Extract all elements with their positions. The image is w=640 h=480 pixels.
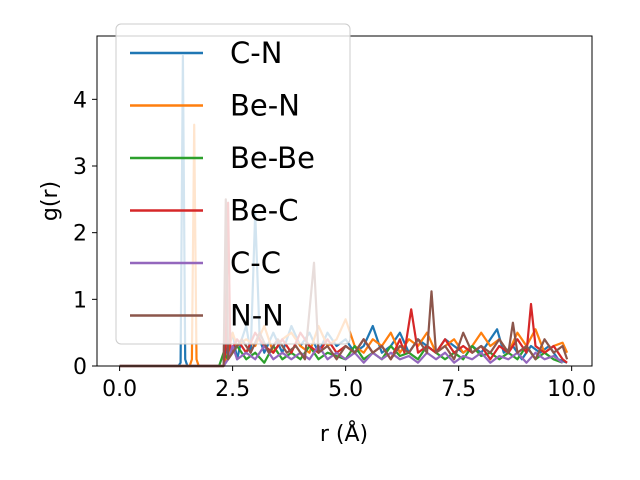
y-axis-label: g(r): [38, 181, 63, 221]
legend-label-be-c: Be-C: [230, 194, 298, 228]
series-line-c-c: [119, 344, 564, 368]
legend-label-c-c: C-C: [230, 246, 281, 280]
legend-label-n-n: N-N: [230, 299, 284, 333]
legend-frame: [115, 23, 351, 345]
y-tick-label: 1: [73, 288, 87, 313]
x-tick-label: 2.5: [215, 377, 250, 402]
y-tick-label: 3: [73, 155, 87, 180]
x-tick-label: 7.5: [441, 377, 476, 402]
y-tick-label: 2: [73, 222, 87, 247]
legend-label-be-n: Be-N: [230, 89, 300, 123]
legend-label-c-n: C-N: [230, 36, 282, 70]
y-tick-label: 0: [73, 355, 87, 380]
legend-label-be-be: Be-Be: [230, 141, 315, 175]
x-axis-label: r (Å): [320, 420, 368, 447]
legend: C-N Be-N Be-Be Be-C C-C N-N: [115, 23, 351, 345]
y-axis: 0 1 2 3 4: [73, 88, 97, 380]
x-tick-label: 0.0: [102, 377, 137, 402]
y-tick-label: 4: [73, 88, 87, 113]
x-tick-label: 5.0: [328, 377, 363, 402]
x-tick-label: 10.0: [547, 377, 596, 402]
x-axis: 0.0 2.5 5.0 7.5 10.0: [102, 366, 596, 402]
